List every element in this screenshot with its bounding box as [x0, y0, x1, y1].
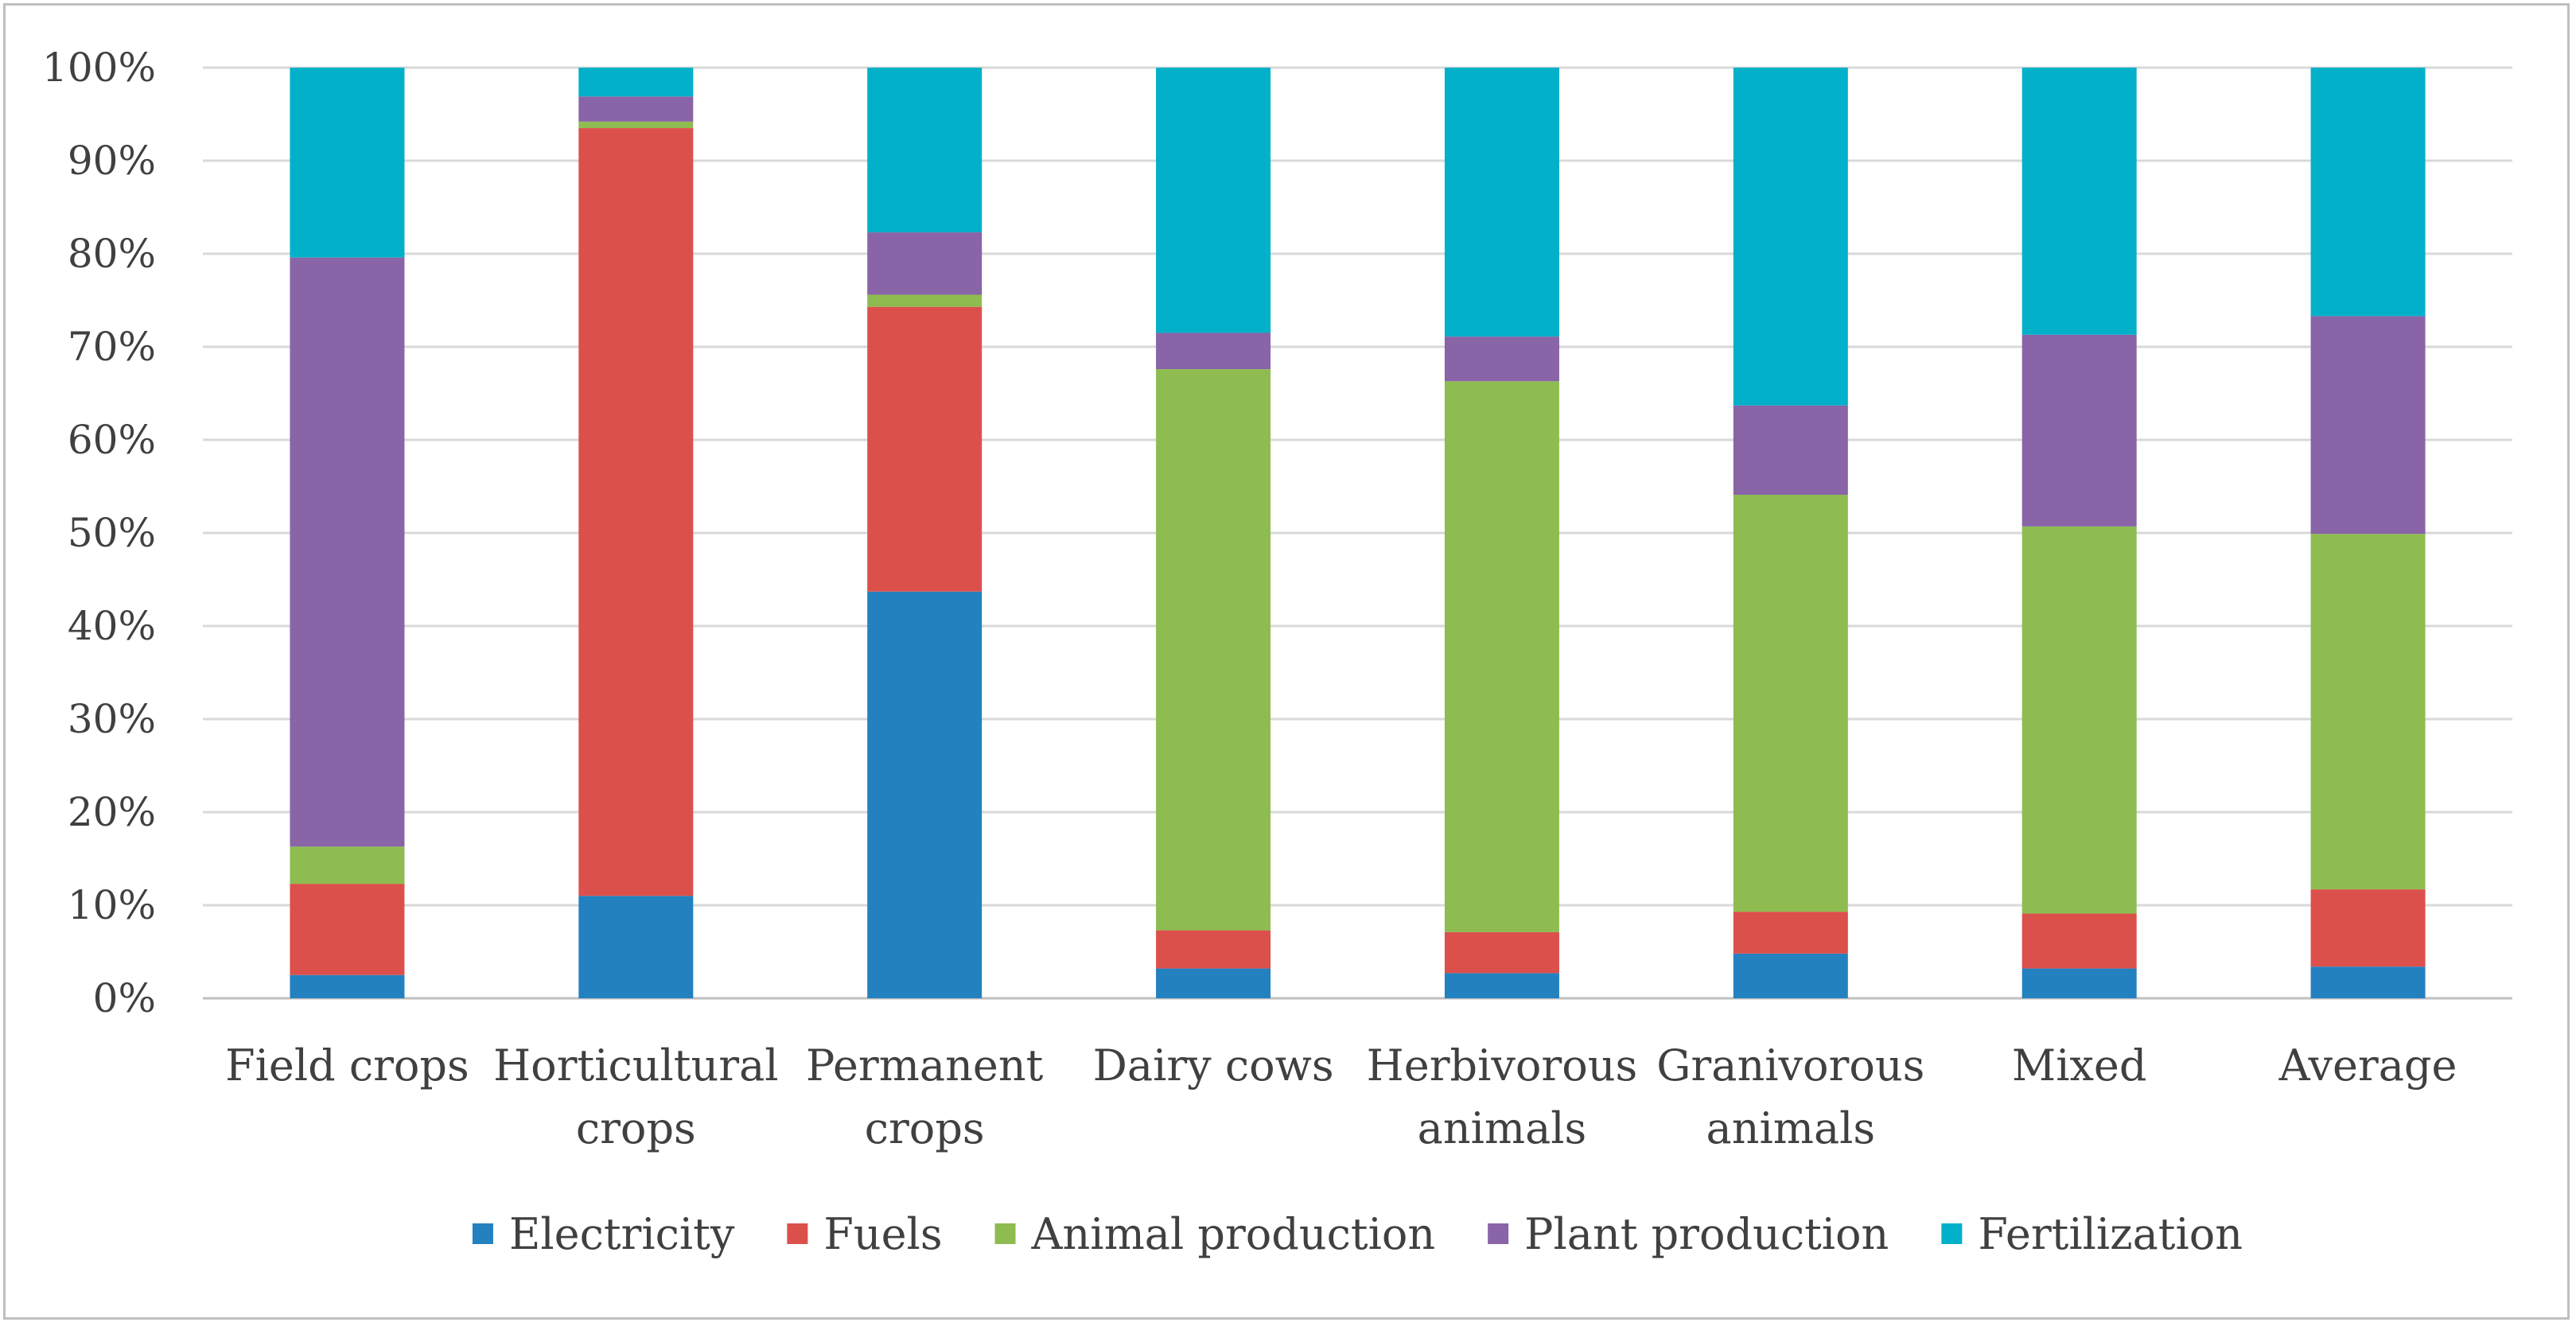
bar-segment-plant-production	[2310, 316, 2426, 535]
bar-segment-plant-production	[867, 232, 983, 295]
legend-swatch	[472, 1223, 493, 1244]
x-category-label: crops	[865, 1103, 985, 1153]
x-category-label: animals	[1418, 1103, 1587, 1153]
bar-segment-animal-production	[290, 846, 405, 885]
legend-item-fuels: Fuels	[787, 1209, 943, 1259]
bar-segment-fertilization	[2310, 68, 2426, 317]
bar-segment-fertilization	[290, 68, 405, 258]
x-category-label: Herbivorous	[1367, 1040, 1638, 1091]
y-tick-label: 50%	[68, 510, 156, 556]
bar-segment-fertilization	[1444, 68, 1559, 337]
bar-segment-plant-production	[2021, 334, 2137, 527]
x-category-label: animals	[1706, 1103, 1876, 1153]
bar-segment-fertilization	[2021, 68, 2137, 335]
legend-label: Fertilization	[1978, 1209, 2243, 1259]
bar-segment-fuels	[1733, 912, 1848, 954]
y-tick-label: 0%	[93, 975, 156, 1021]
y-tick-label: 60%	[68, 417, 156, 463]
bar-segment-fuels	[1156, 930, 1271, 969]
bar-segment-fuels	[1444, 931, 1559, 974]
x-category-label: Field crops	[225, 1040, 469, 1091]
bar-segment-fertilization	[867, 68, 983, 233]
bar-segment-fuels	[867, 306, 983, 592]
legend-label: Plant production	[1524, 1209, 1889, 1259]
bar-segment-electricity	[578, 896, 694, 998]
bar-segment-electricity	[867, 591, 983, 998]
bar-segment-electricity	[290, 974, 405, 998]
y-axis-tick-labels: 0% 10% 20% 30% 40% 50% 60% 70% 80% 90% 100%	[42, 45, 156, 1021]
bar-segment-fertilization	[578, 68, 694, 97]
x-category-label: Average	[2278, 1040, 2457, 1091]
legend-item-fertilization: Fertilization	[1941, 1209, 2243, 1259]
bar-segment-fuels	[290, 884, 405, 975]
x-category-label: Dairy cows	[1093, 1040, 1334, 1091]
bar-segment-electricity	[1444, 973, 1559, 998]
bar-segment-plant-production	[578, 96, 694, 122]
bar-segment-animal-production	[2310, 534, 2426, 890]
bar-segment-fertilization	[1733, 68, 1848, 406]
legend-item-animal-production: Animal production	[994, 1209, 1436, 1259]
legend-swatch	[1941, 1223, 1963, 1244]
bar-segment-plant-production	[1444, 336, 1559, 382]
x-category-label: Mixed	[2012, 1040, 2147, 1091]
legend-swatch	[1488, 1223, 1509, 1244]
legend-label: Animal production	[1031, 1209, 1436, 1259]
bar-segment-animal-production	[1733, 495, 1848, 912]
bar-segment-electricity	[1156, 968, 1271, 998]
bar-segment-fuels	[578, 128, 694, 896]
bar-segment-electricity	[2310, 966, 2426, 998]
gridlines	[203, 66, 2512, 1000]
legend-label: Fuels	[823, 1209, 942, 1259]
bar-segment-fuels	[2310, 889, 2426, 967]
y-tick-label: 30%	[68, 696, 156, 742]
x-category-label: Granivorous	[1656, 1040, 1924, 1091]
y-tick-label: 90%	[68, 138, 156, 184]
legend-swatch	[994, 1223, 1016, 1244]
legend: Electricity Fuels Animal production Plant p…	[472, 1209, 2243, 1259]
bar-segment-animal-production	[2021, 526, 2137, 914]
x-axis-category-labels: Field crops Horticultural crops Permanent cr…	[225, 1040, 2457, 1153]
y-tick-label: 100%	[42, 45, 156, 91]
y-tick-label: 70%	[68, 324, 156, 370]
bar-segment-plant-production	[1733, 405, 1848, 496]
bar-segment-electricity	[2021, 968, 2137, 998]
x-category-label: Permanent	[806, 1040, 1044, 1091]
bar-segment-animal-production	[1444, 381, 1559, 932]
bar-segment-fertilization	[1156, 68, 1271, 333]
chart-frame	[3, 3, 2570, 1320]
bar-segment-plant-production	[1156, 332, 1271, 370]
legend-item-electricity: Electricity	[472, 1209, 735, 1259]
bar-segment-electricity	[1733, 953, 1848, 998]
y-tick-label: 10%	[68, 882, 156, 928]
bar-segment-fuels	[2021, 913, 2137, 969]
bar-segment-animal-production	[1156, 369, 1271, 931]
x-category-label: Horticultural	[493, 1040, 778, 1091]
y-tick-label: 80%	[68, 231, 156, 277]
y-tick-label: 20%	[68, 789, 156, 835]
legend-item-plant-production: Plant production	[1488, 1209, 1889, 1259]
legend-swatch	[787, 1223, 808, 1244]
bar-segment-animal-production	[867, 294, 983, 307]
bar-segment-plant-production	[290, 257, 405, 847]
y-tick-label: 40%	[68, 603, 156, 649]
legend-label: Electricity	[509, 1209, 735, 1259]
bar-segment-animal-production	[578, 121, 694, 129]
x-category-label: crops	[576, 1103, 696, 1153]
bars	[290, 68, 2426, 998]
